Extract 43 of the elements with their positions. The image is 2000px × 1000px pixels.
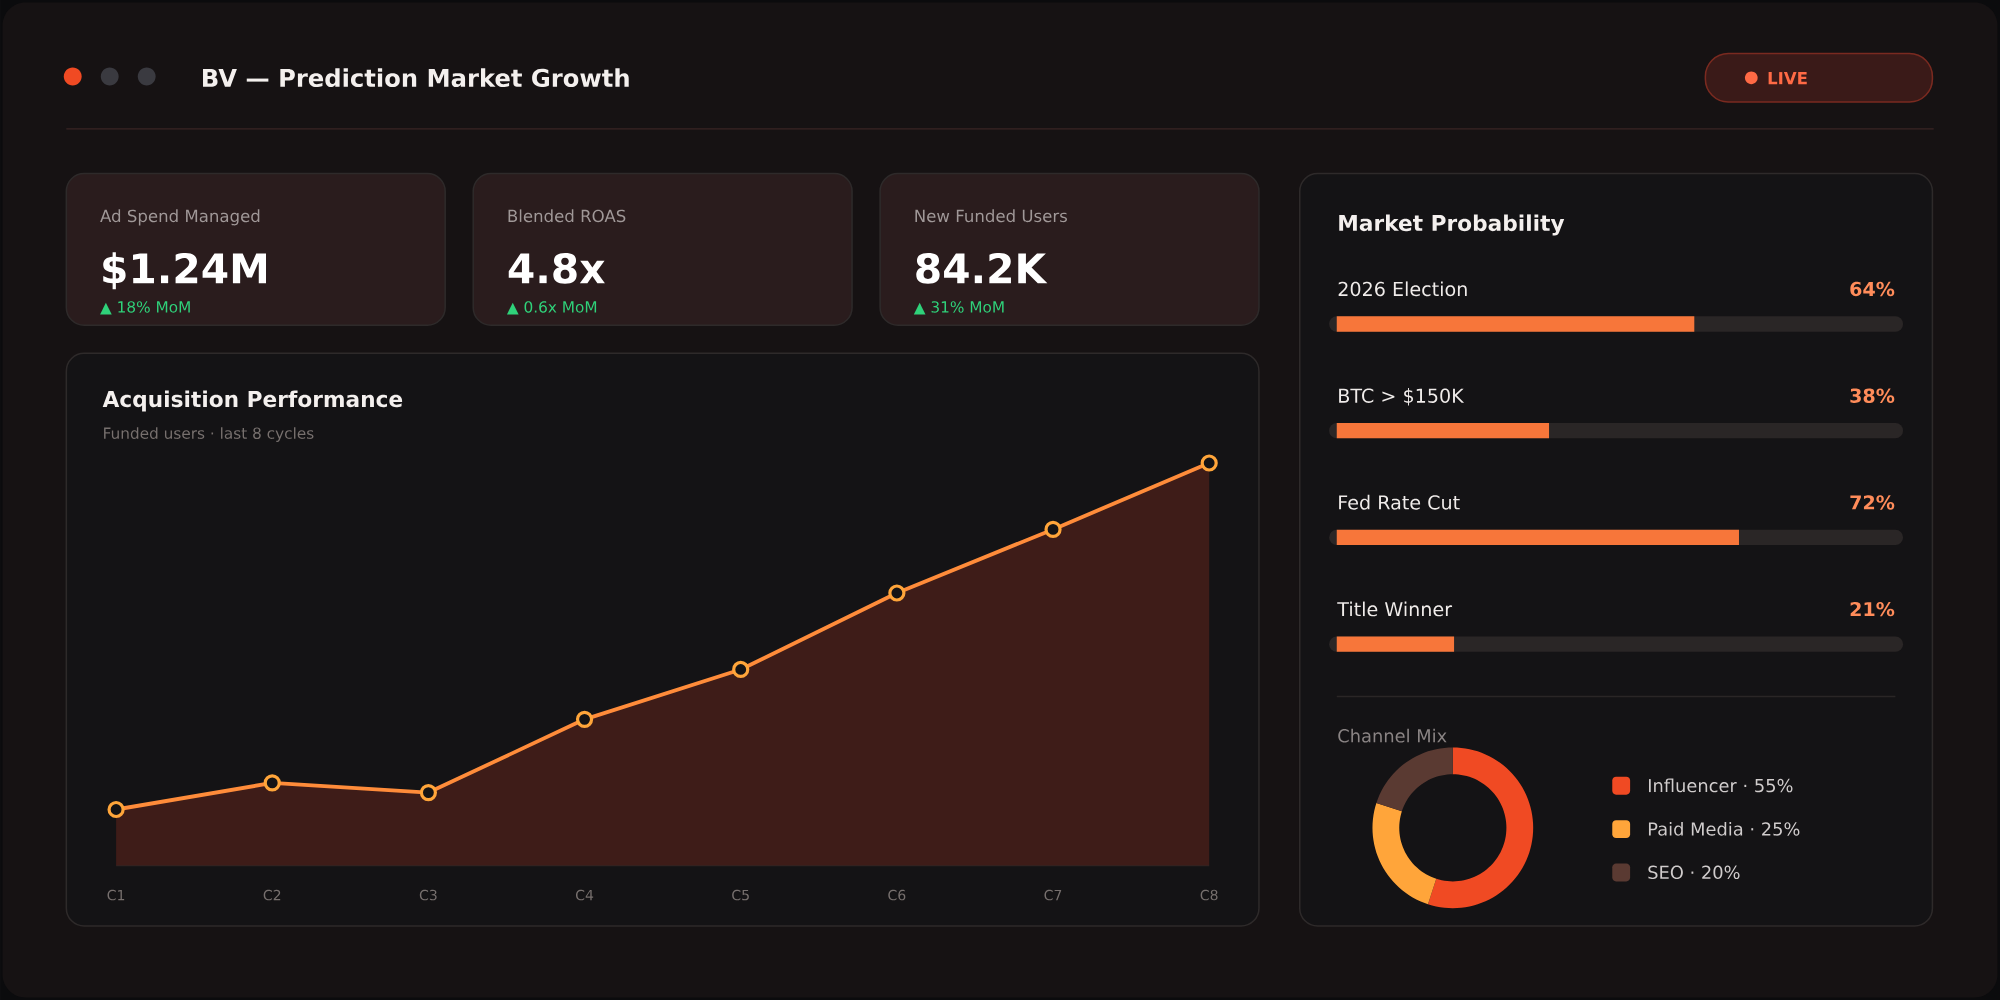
text: Blended ROAS bbox=[508, 209, 626, 223]
text: $1.24M bbox=[103, 252, 266, 290]
point bbox=[575, 710, 594, 728]
data-label: 38% bbox=[1850, 388, 1895, 403]
category-label: Fed Rate Cut bbox=[1339, 494, 1460, 510]
legend-label: SEO · 20% bbox=[1648, 865, 1740, 880]
x-tick-label: C2 bbox=[263, 889, 281, 901]
data-label: 21% bbox=[1850, 601, 1895, 617]
legend-label: Paid Media · 25% bbox=[1648, 821, 1800, 836]
data-label: 64% bbox=[1850, 281, 1895, 297]
x-tick-label: C5 bbox=[732, 889, 749, 901]
point bbox=[1200, 454, 1218, 472]
text: BV — Prediction Market Growth bbox=[203, 68, 629, 88]
text: ▲ 0.6x MoM bbox=[506, 301, 597, 315]
point bbox=[107, 800, 125, 819]
point bbox=[888, 584, 906, 602]
point bbox=[1044, 520, 1062, 539]
legend-label: Influencer · 55% bbox=[1648, 778, 1793, 793]
x-tick-label: C7 bbox=[1044, 889, 1062, 901]
chart-subtitle: Funded users · last 8 cycles bbox=[104, 427, 314, 442]
chart-title: Acquisition Performance bbox=[102, 390, 403, 412]
point bbox=[419, 783, 438, 802]
x-tick-label: C3 bbox=[419, 889, 437, 901]
text: 84.2K bbox=[916, 252, 1048, 284]
x-tick-label: C1 bbox=[107, 889, 125, 901]
text: Ad Spend Managed bbox=[100, 209, 260, 226]
chart-title: Channel Mix bbox=[1338, 728, 1447, 743]
point bbox=[263, 774, 281, 792]
category-label: 2026 Election bbox=[1338, 281, 1467, 297]
category-label: Title Winner bbox=[1337, 601, 1453, 617]
text: New Funded Users bbox=[915, 209, 1067, 223]
text: ▲ 18% MoM bbox=[100, 301, 190, 315]
category-label: BTC > $150K bbox=[1339, 388, 1465, 406]
chart-title: Market Probability bbox=[1339, 214, 1565, 236]
x-tick-label: C8 bbox=[1200, 889, 1218, 901]
text: 4.8x bbox=[508, 252, 605, 284]
text: ▲ 31% MoM bbox=[913, 301, 1004, 315]
x-tick-label: C4 bbox=[576, 889, 594, 901]
x-tick-label: C6 bbox=[888, 889, 906, 901]
point bbox=[732, 660, 750, 679]
data-label: 72% bbox=[1850, 495, 1895, 510]
bar bbox=[1336, 636, 1455, 652]
text: LIVE bbox=[1768, 72, 1807, 85]
